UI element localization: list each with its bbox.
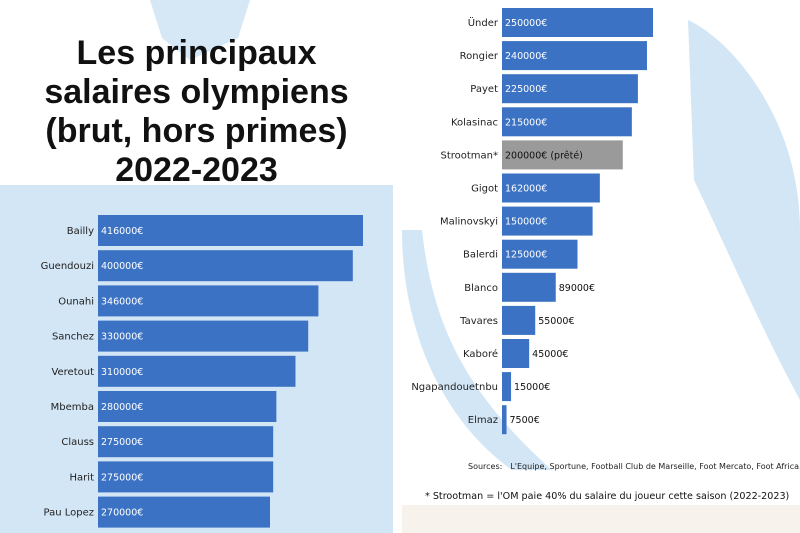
- category-label: Gigot: [471, 184, 498, 195]
- sources-label: Sources:: [468, 462, 503, 471]
- data-label: 346000€: [101, 296, 143, 307]
- data-label: 89000€: [559, 283, 595, 294]
- category-label: Rongier: [460, 51, 499, 62]
- data-label: 310000€: [101, 367, 143, 378]
- data-label: 275000€: [101, 472, 143, 483]
- om-logo-watermark: [402, 20, 800, 533]
- sources-note: Sources: L'Equipe, Sportune, Football Clu…: [468, 462, 800, 471]
- category-label: Blanco: [464, 283, 498, 294]
- bar: [98, 426, 274, 458]
- category-label: Kaboré: [463, 348, 498, 360]
- category-label: Balerdi: [463, 250, 498, 261]
- category-label: Malinovskyi: [440, 217, 498, 228]
- left-panel: Les principaux salaires olympiens (brut,…: [0, 0, 393, 533]
- title-line: 2022-2023: [115, 151, 278, 189]
- bar: [502, 173, 600, 203]
- bar: [502, 272, 556, 302]
- data-label: 330000€: [101, 332, 143, 343]
- bar: [502, 239, 578, 269]
- data-label: 280000€: [101, 402, 143, 413]
- category-label: Ounahi: [58, 296, 94, 307]
- bar: [98, 320, 309, 352]
- title-line: (brut, hors primes): [45, 112, 348, 150]
- data-label: 270000€: [101, 508, 143, 519]
- category-label: Ünder: [468, 16, 499, 29]
- category-label: Pau Lopez: [44, 508, 95, 519]
- bar: [502, 140, 623, 170]
- bar: [98, 215, 363, 246]
- data-label: 15000€: [514, 382, 550, 393]
- data-label: 250000€: [505, 18, 547, 29]
- category-label: Strootman*: [440, 150, 498, 161]
- bar-chart-left: Bailly 416000€ Guendouzi 400000€ Ounahi 34600…: [41, 215, 363, 528]
- data-label: 240000€: [505, 51, 547, 62]
- data-label: 7500€: [510, 415, 540, 426]
- data-label: 400000€: [101, 261, 143, 272]
- data-label: 200000€ (prêté): [505, 150, 583, 161]
- bar: [502, 8, 653, 37]
- bar: [98, 285, 319, 317]
- bar: [502, 107, 632, 137]
- data-label: 416000€: [101, 226, 143, 237]
- title-line: salaires olympiens: [44, 73, 349, 111]
- data-label: 275000€: [101, 437, 143, 448]
- category-label: Harit: [70, 472, 95, 483]
- data-label: 215000€: [505, 117, 547, 128]
- right-panel: Ünder 250000€ Rongier 240000€ Payet 225000€ Ko…: [402, 0, 800, 533]
- data-label: 125000€: [505, 250, 547, 261]
- bar-chart-right: Ünder 250000€ Rongier 240000€ Payet 225000€ Ko…: [411, 8, 653, 435]
- bar: [502, 41, 647, 71]
- category-label: Elmaz: [468, 415, 498, 426]
- bar: [98, 391, 277, 422]
- category-label: Bailly: [67, 226, 94, 237]
- category-label: Tavares: [459, 316, 498, 327]
- data-label: 225000€: [505, 84, 547, 95]
- title-line: Les principaux: [76, 34, 317, 72]
- bar: [502, 372, 512, 402]
- category-label: Guendouzi: [41, 261, 94, 272]
- bar: [98, 250, 353, 282]
- bar: [98, 496, 270, 528]
- bar: [502, 74, 638, 104]
- bar: [502, 405, 507, 435]
- bar: [502, 305, 536, 335]
- bar: [502, 206, 593, 236]
- data-label: 162000€: [505, 184, 547, 195]
- category-label: Veretout: [51, 367, 94, 378]
- bar: [502, 339, 530, 368]
- sources-list: L'Equipe, Sportune, Football Club de Mar…: [510, 462, 800, 471]
- strootman-footnote: * Strootman = l'OM paie 40% du salaire d…: [425, 491, 790, 502]
- category-label: Mbemba: [51, 402, 94, 413]
- data-label: 45000€: [532, 349, 568, 360]
- category-label: Payet: [470, 84, 498, 95]
- data-label: 150000€: [505, 217, 547, 228]
- chart-title: Les principaux salaires olympiens (brut,…: [0, 34, 393, 190]
- data-label: 55000€: [538, 316, 574, 327]
- category-label: Kolasinac: [451, 117, 498, 128]
- category-label: Ngapandouetnbu: [411, 382, 498, 393]
- category-label: Sanchez: [52, 332, 94, 343]
- bar: [98, 355, 296, 387]
- category-label: Clauss: [61, 437, 94, 448]
- bar: [98, 461, 274, 493]
